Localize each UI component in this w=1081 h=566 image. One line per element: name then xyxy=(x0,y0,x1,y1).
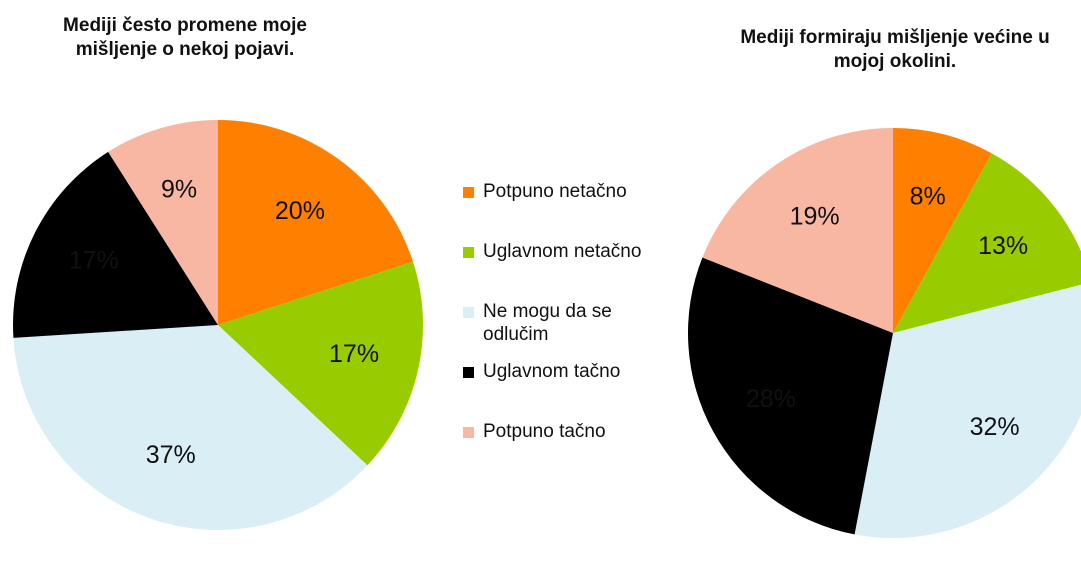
data-label: 19% xyxy=(790,202,840,230)
pie-slice xyxy=(108,120,218,325)
pie-slice xyxy=(218,261,424,466)
legend-swatch xyxy=(463,187,474,198)
legend-label: Potpuno netačno xyxy=(483,181,627,202)
data-label: 20% xyxy=(275,197,325,225)
legend-item: Ne mogu da se odlučim xyxy=(463,300,693,360)
legend-item: Uglavnom netačno xyxy=(463,240,693,300)
data-label: 17% xyxy=(69,246,119,274)
legend-swatch xyxy=(463,367,474,378)
pie-slice xyxy=(218,120,413,325)
data-label: 8% xyxy=(910,183,946,211)
data-label: 28% xyxy=(746,385,796,413)
pie-slice xyxy=(854,284,1081,538)
pie-slice xyxy=(893,153,1081,333)
pie-slice xyxy=(687,257,893,535)
pie-slice xyxy=(702,128,893,333)
data-label: 37% xyxy=(146,441,196,469)
pie-slice xyxy=(13,325,368,531)
pie-slice xyxy=(12,151,218,338)
legend-swatch xyxy=(463,247,474,258)
legend-item: Uglavnom tačno xyxy=(463,360,693,420)
chart-title: Mediji često promene moje mišljenje o ne… xyxy=(63,15,307,60)
chart-title: Mediji formiraju mišljenje većine u mojo… xyxy=(740,27,1050,72)
legend-label: Uglavnom netačno xyxy=(483,241,642,262)
legend-item: Potpuno tačno xyxy=(463,420,693,480)
data-label: 9% xyxy=(161,176,197,204)
legend-label: Ne mogu da se odlučim xyxy=(483,301,612,345)
legend-item: Potpuno netačno xyxy=(463,180,693,240)
legend-swatch xyxy=(463,307,474,318)
legend-label: Uglavnom tačno xyxy=(483,361,621,382)
data-label: 13% xyxy=(978,232,1028,260)
legend-swatch xyxy=(463,427,474,438)
legend-label: Potpuno tačno xyxy=(483,421,606,442)
legend: Potpuno netačno Uglavnom netačno Ne mogu d… xyxy=(463,180,693,480)
pie-slice xyxy=(893,128,992,333)
data-label: 17% xyxy=(329,340,379,368)
data-label: 32% xyxy=(970,413,1020,441)
